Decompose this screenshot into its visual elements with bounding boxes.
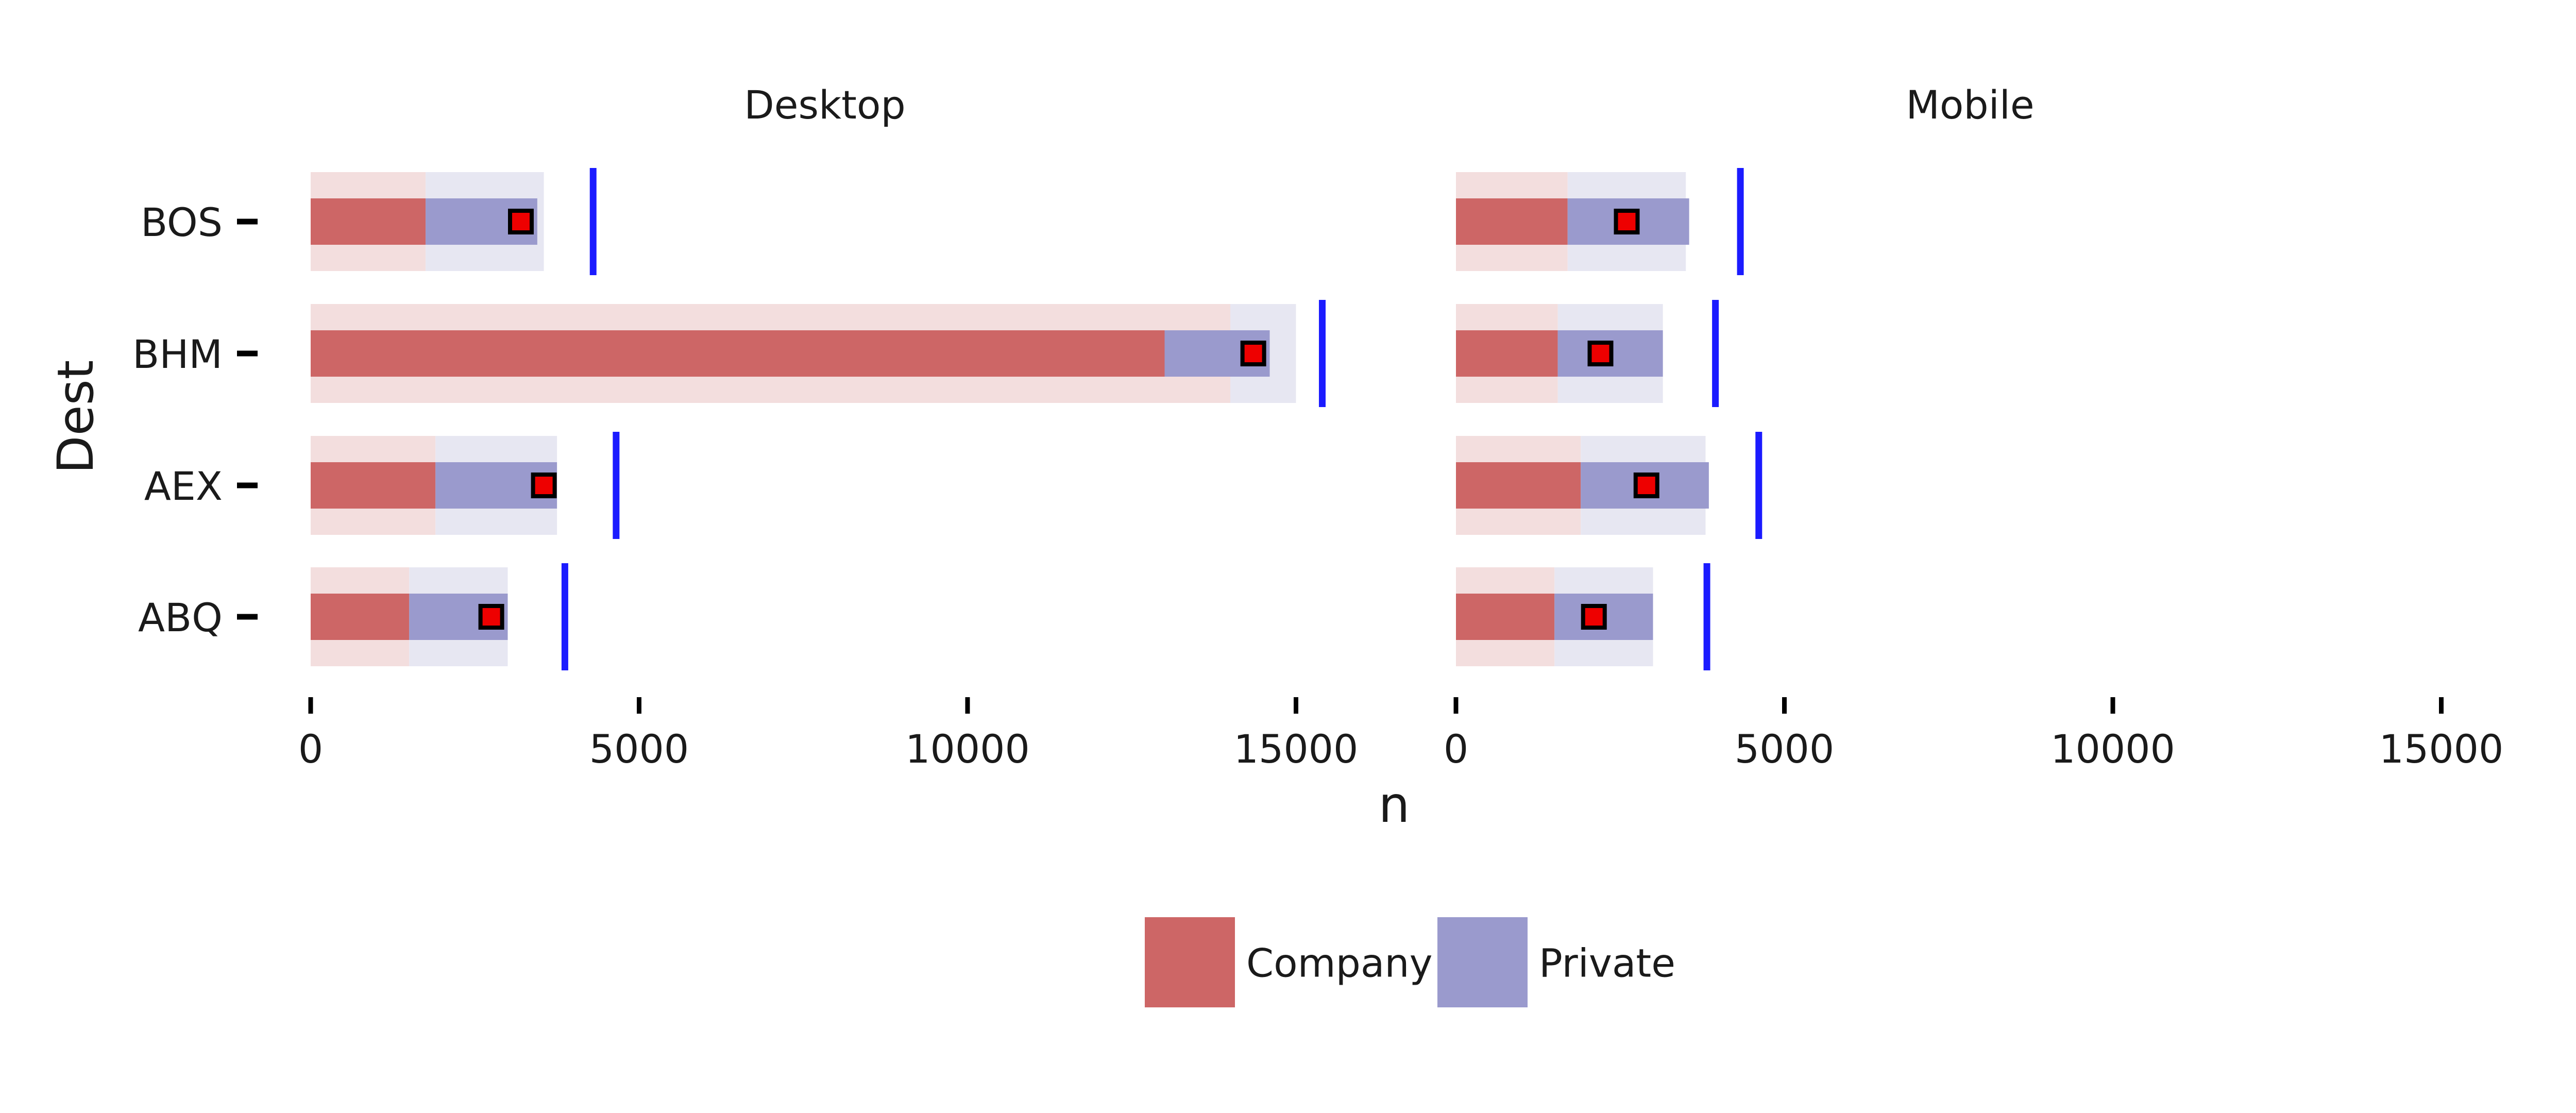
legend: Company Private [1145,917,1675,1007]
y-axis: ABQ AEX BHM BOS [132,199,258,640]
y-tick-label: AEX [144,463,223,509]
point-marker [1240,341,1266,366]
company-bar [1456,594,1555,640]
legend-label: Company [1246,940,1433,986]
x-tick-label: 5000 [1735,726,1834,772]
company-bar [311,462,436,509]
point-marker [478,604,504,630]
panel-title: Desktop [744,82,905,128]
y-axis-title: Dest [47,360,105,474]
x-tick-label: 15000 [2379,726,2504,772]
x-tick-label: 0 [298,726,323,772]
y-tick-label: BHM [132,331,223,377]
company-bar [311,594,410,640]
x-tick-label: 15000 [1234,726,1359,772]
point-marker [1614,209,1640,234]
company-bar [311,330,1165,377]
company-bar [1456,330,1558,377]
legend-label: Private [1539,940,1675,986]
panel-title: Mobile [1906,82,2034,128]
company-bar [311,198,426,245]
legend-swatch [1437,917,1528,1007]
chart-panels: Desktop 0 5000 10000 15000 Mobile 0 5000 10000 15… [298,82,2504,772]
panel-mobile: Mobile 0 5000 10000 15000 [1444,82,2504,772]
point-marker [1587,341,1614,366]
x-tick-label: 0 [1444,726,1468,772]
x-tick-label: 10000 [905,726,1030,772]
point-marker [531,473,557,498]
panel-desktop: Desktop 0 5000 10000 15000 [298,82,1359,772]
y-tick-label: ABQ [138,595,223,640]
point-marker [508,209,534,234]
y-tick-label: BOS [141,199,223,245]
x-tick-label: 10000 [2050,726,2175,772]
legend-swatch [1145,917,1235,1007]
company-bar [1456,198,1568,245]
x-tick-label: 5000 [589,726,689,772]
company-bar [1456,462,1581,509]
point-marker [1581,604,1607,630]
x-axis-title: n [1379,776,1410,834]
point-marker [1633,473,1659,498]
